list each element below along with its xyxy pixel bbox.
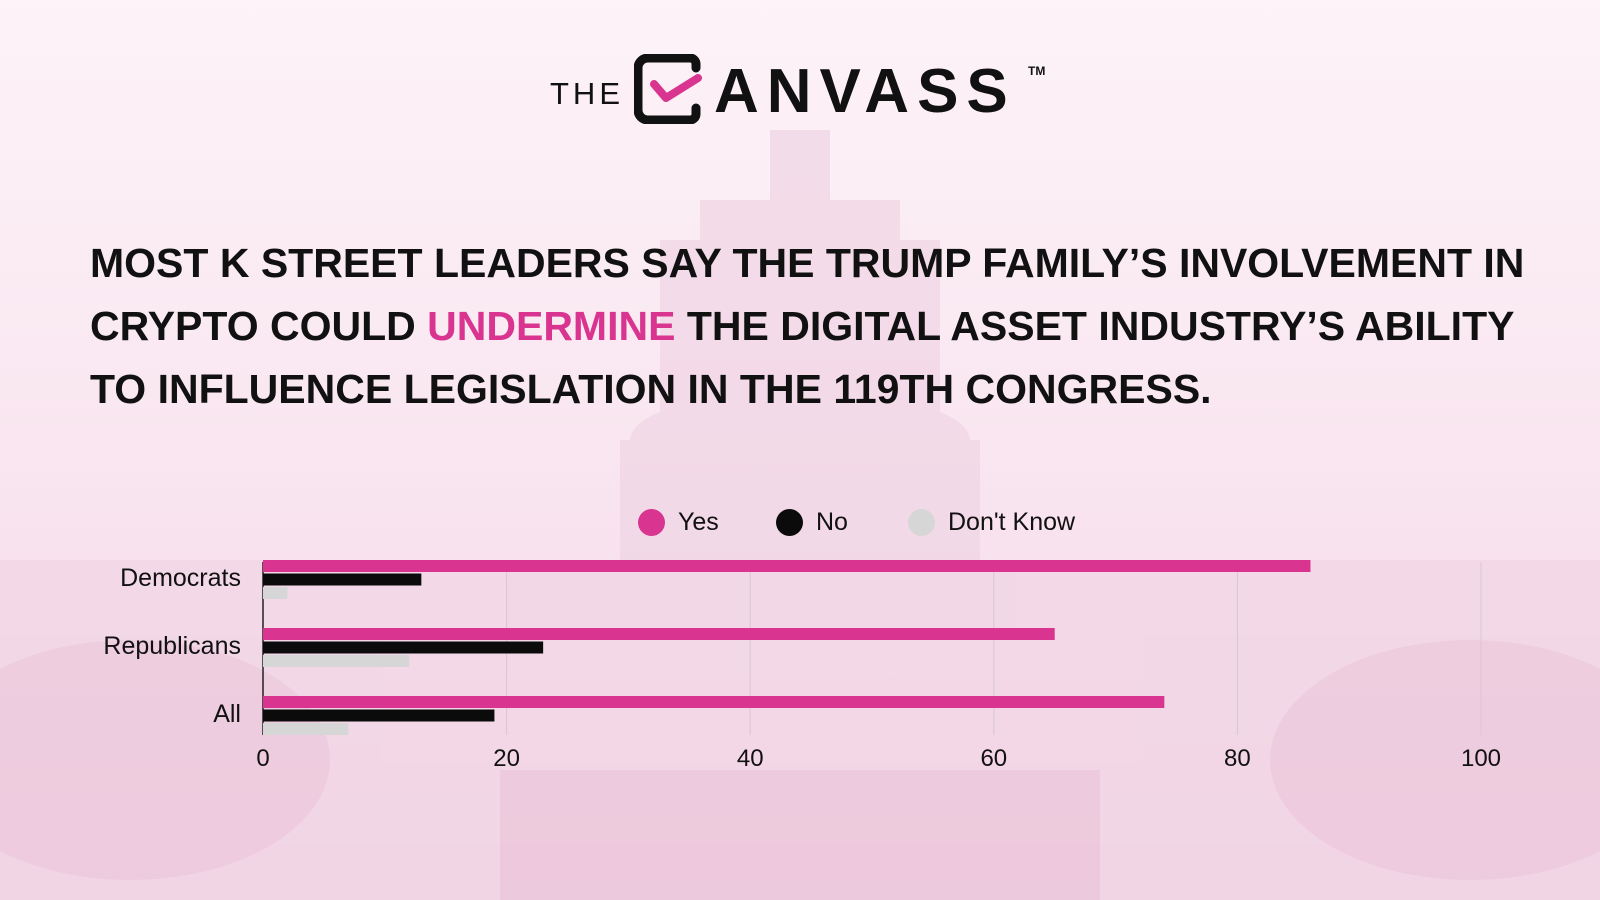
bar-chart: 0 20 40 60 80 100 Democrats Republicans All: [103, 560, 1501, 772]
x-tick-label-80: 80: [1224, 745, 1251, 772]
legend-label-yes: Yes: [678, 507, 719, 536]
bar-all-no: [263, 709, 495, 722]
bar-democrats-no: [263, 573, 422, 586]
bar-democrats-yes: [263, 560, 1311, 572]
legend-label-no: No: [816, 507, 848, 536]
chart-legend: Yes No Don't Know: [0, 502, 1600, 542]
x-tick-label-60: 60: [980, 745, 1007, 772]
x-tick-label-100: 100: [1461, 745, 1501, 772]
bar-all-dont-know: [263, 723, 349, 735]
bar-democrats-dont-know: [263, 587, 288, 599]
legend-swatch-no: [776, 508, 803, 536]
bar-republicans-yes: [263, 628, 1055, 640]
headline: MOST K STREET LEADERS SAY THE TRUMP FAMI…: [90, 232, 1540, 421]
category-label-all: All: [213, 700, 241, 728]
legend-item-yes: Yes: [638, 502, 719, 542]
legend-item-no: No: [776, 502, 848, 542]
logo-trademark: TM: [1028, 64, 1046, 78]
headline-part-2: THE DIGITAL ASSET INDUSTRY’S ABILITY TO …: [90, 303, 1514, 412]
x-tick-label-0: 0: [256, 745, 269, 772]
x-tick-label-20: 20: [493, 745, 520, 772]
check-box-icon: [634, 54, 702, 124]
x-tick-label-40: 40: [737, 745, 764, 772]
bar-republicans-no: [263, 641, 544, 654]
headline-highlight: UNDERMINE: [427, 303, 676, 349]
headline-part-1: MOST K STREET LEADERS SAY THE TRUMP FAMI…: [90, 240, 1525, 349]
bar-all-yes: [263, 696, 1165, 708]
category-label-republicans: Republicans: [103, 632, 241, 660]
category-label-democrats: Democrats: [120, 564, 241, 592]
legend-swatch-yes: [638, 508, 665, 536]
logo-the: THE: [550, 76, 624, 111]
legend-item-dont-know: Don't Know: [908, 502, 1075, 542]
legend-label-dont-know: Don't Know: [948, 507, 1076, 536]
legend-swatch-dont-know: [908, 508, 935, 536]
logo-wordmark: ANVASS: [714, 57, 1016, 126]
bar-republicans-dont-know: [263, 655, 410, 667]
canvass-logo: THE ANVASS TM: [550, 54, 1050, 134]
